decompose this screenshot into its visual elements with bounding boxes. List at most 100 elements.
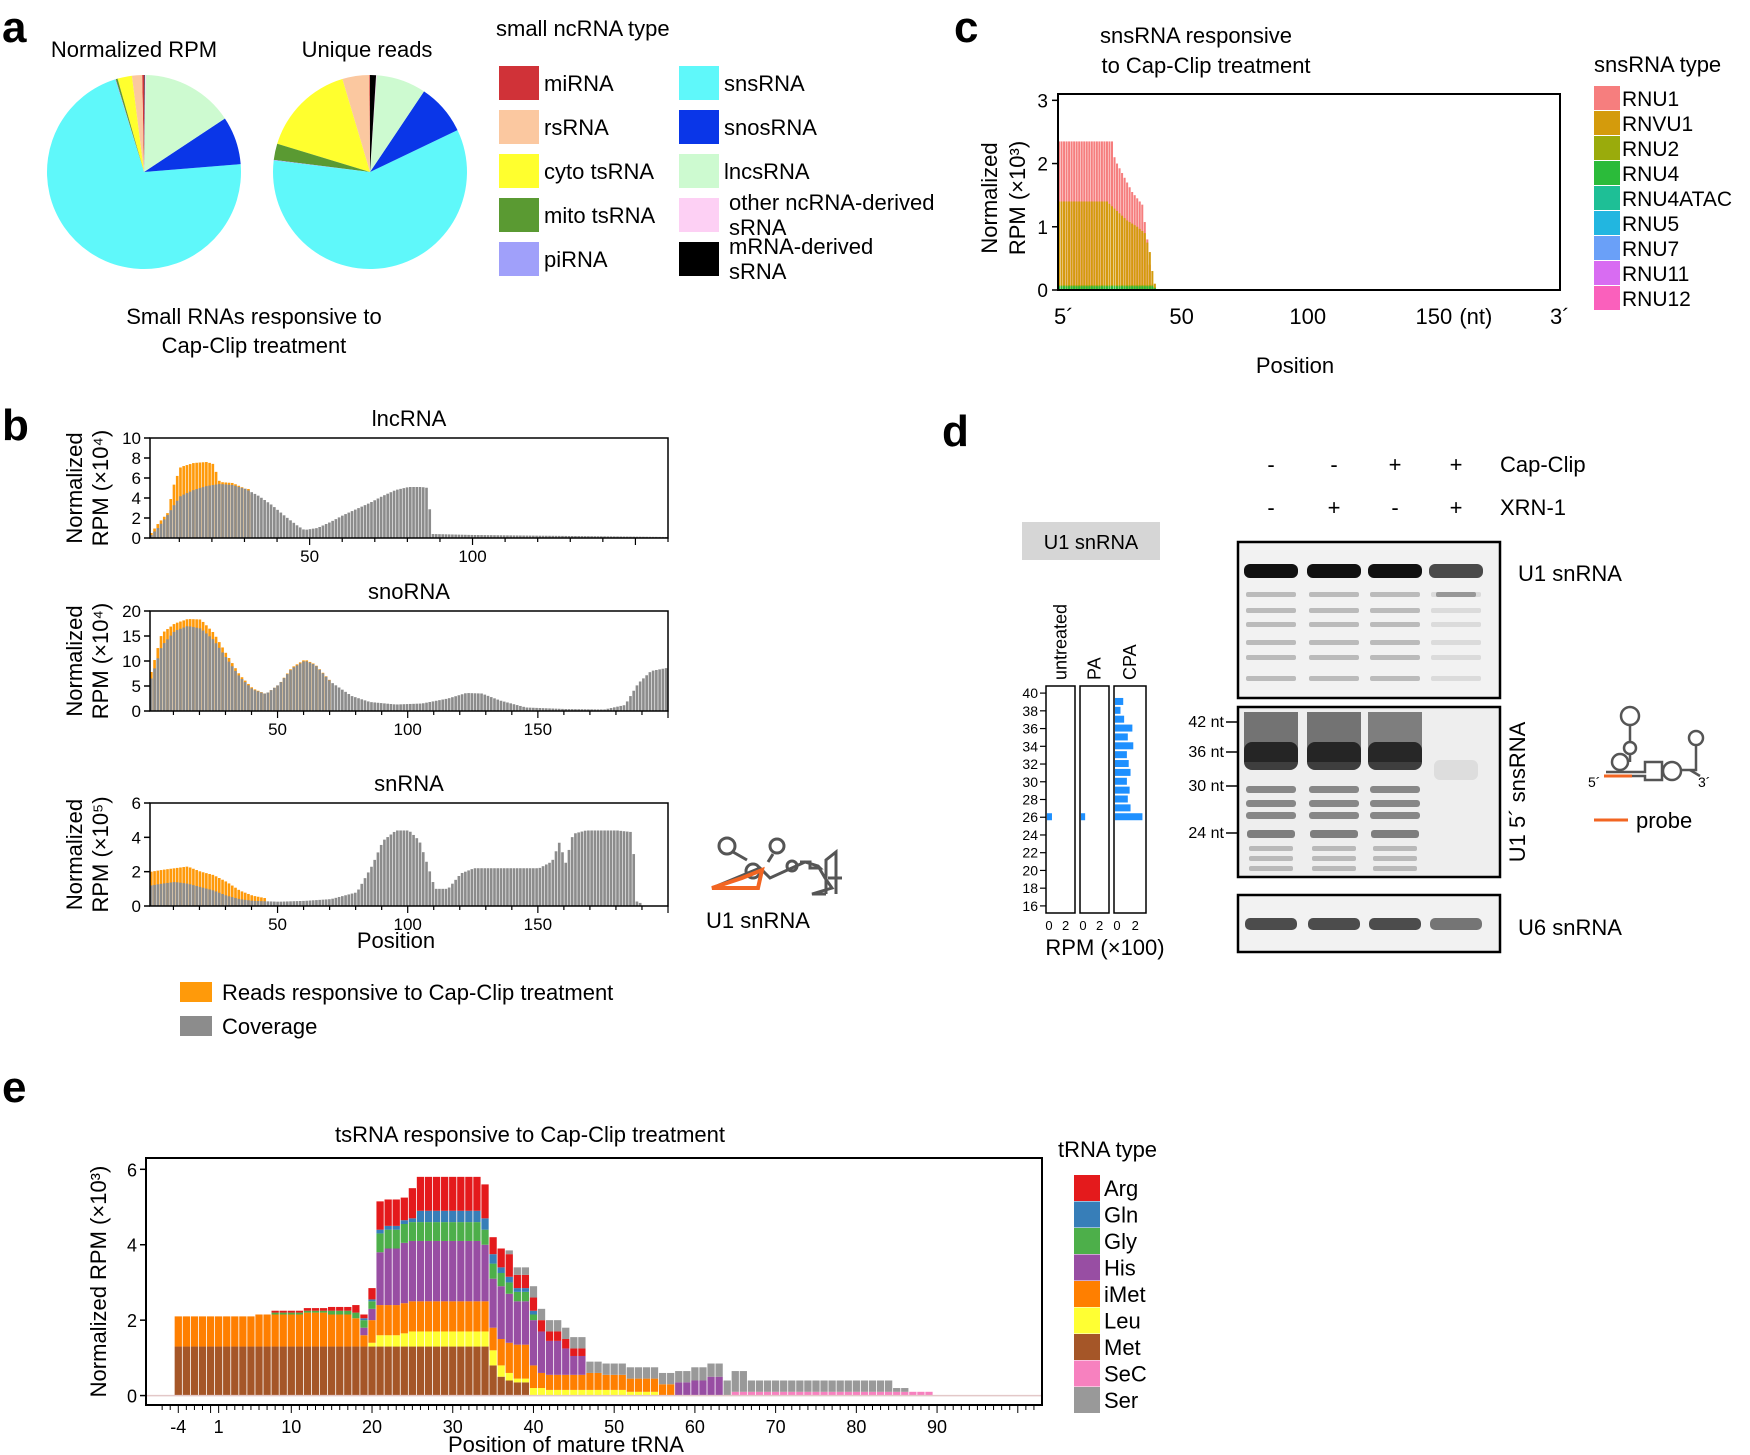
gel-band	[1370, 800, 1420, 807]
coverage-bar	[425, 702, 428, 711]
coverage-bar	[366, 872, 370, 906]
stack-bar-sec	[868, 1391, 877, 1396]
legend-label-rnu5: RNU5	[1622, 213, 1679, 236]
coverage-bar	[525, 868, 529, 906]
stack-bar-gln	[521, 1288, 530, 1292]
coverage-bar	[557, 708, 561, 711]
stack-bar-rnvu1	[1103, 201, 1106, 290]
coverage-bar	[289, 520, 292, 538]
coverage-bar	[285, 901, 289, 906]
stack-bar-met	[368, 1346, 376, 1396]
coverage-bar	[169, 635, 173, 711]
coverage-bar	[353, 892, 357, 906]
coverage-bar	[564, 535, 568, 538]
coverage-bar	[583, 536, 587, 538]
coverage-bar	[557, 842, 561, 906]
stack-bar-leu	[545, 1389, 554, 1396]
gel-band	[1309, 800, 1359, 807]
stack-bar-rnu4	[1065, 286, 1068, 290]
stack-bar-gln	[360, 1318, 368, 1321]
legend-swatch-lncsrna	[679, 154, 719, 188]
gel-smear-band	[1370, 592, 1420, 597]
pie-slice-snosrna	[144, 118, 241, 172]
coverage-bar	[383, 495, 386, 538]
stack-bar-ser	[594, 1361, 602, 1373]
coverage-bar	[298, 663, 302, 711]
x-tick-label: 50	[604, 1417, 624, 1437]
stack-bar-rnvu1	[1068, 201, 1071, 290]
gel-smear-band	[1370, 608, 1420, 613]
coverage-bar	[302, 661, 305, 711]
stack-bar-rnu4	[1108, 286, 1111, 290]
legend-swatch-rnu1	[1594, 86, 1620, 110]
panel-c-legend-title: snsRNA type	[1594, 52, 1721, 77]
coverage-bar	[535, 868, 538, 906]
coverage-bar	[224, 484, 228, 538]
legend-swatch-mirna	[499, 66, 539, 100]
y-tick-label: 24	[1022, 827, 1038, 843]
stack-bar-arg	[554, 1331, 562, 1341]
coverage-bar	[175, 500, 179, 538]
stack-bar-gly	[295, 1312, 304, 1315]
gel-smear-band	[1370, 676, 1420, 681]
probe-legend-label: probe	[1636, 808, 1692, 833]
stack-bar-met	[231, 1346, 239, 1396]
gel-smear-band	[1246, 608, 1296, 613]
coverage-bar	[392, 704, 396, 711]
coverage-bar	[253, 493, 257, 538]
responsive-bar	[224, 881, 228, 906]
coverage-bar	[532, 868, 535, 906]
coverage-bar	[376, 498, 380, 538]
stack-bar-ser	[610, 1363, 618, 1375]
size-marker-24: 24 nt	[1188, 825, 1238, 842]
y-tick-label: 6	[132, 469, 141, 488]
coverage-bar	[237, 675, 241, 711]
coverage-bar	[509, 868, 512, 906]
stack-bar-ser	[788, 1380, 796, 1392]
coverage-bar	[179, 882, 182, 906]
coverage-bar	[467, 693, 470, 711]
pie-slice-snsrna	[46, 79, 242, 269]
coverage-bar	[295, 901, 299, 906]
stack-bar-met	[311, 1346, 320, 1396]
length-bar-cpa	[1115, 697, 1124, 705]
stack-bar-ser	[868, 1380, 877, 1392]
stack-bar-gly	[432, 1222, 441, 1241]
coverage-bar	[162, 643, 166, 711]
x-tick-label: 100	[458, 547, 486, 566]
coverage-bar	[263, 693, 266, 711]
stack-bar-rnu4	[1118, 286, 1121, 290]
coverage-bar	[224, 657, 228, 711]
coverage-bar	[386, 837, 389, 906]
gel-smear-band	[1246, 622, 1296, 627]
stack-bar-imet	[570, 1374, 578, 1390]
stack-bar-met	[432, 1346, 441, 1396]
stack-bar-rnu4	[1093, 286, 1096, 290]
coverage-bar	[638, 681, 642, 711]
capclip-row-label: Cap-Clip	[1500, 452, 1586, 477]
coverage-bar	[496, 535, 500, 538]
stack-bar-rnu4	[1146, 286, 1149, 290]
stack-bar-leu	[368, 1342, 376, 1347]
stack-bar-gln	[481, 1218, 489, 1230]
stack-bar-gln	[513, 1288, 521, 1292]
coverage-bar	[217, 484, 221, 538]
stack-bar-gln	[441, 1210, 449, 1223]
coverage-bar	[253, 690, 257, 711]
coverage-bar	[217, 647, 221, 711]
stack-bar-imet	[408, 1301, 417, 1332]
stack-bar-imet	[602, 1374, 610, 1390]
stack-bar-ser	[570, 1337, 578, 1349]
length-bar-cpa	[1115, 751, 1127, 759]
coverage-bar	[603, 830, 606, 906]
stack-bar-met	[465, 1346, 473, 1396]
stack-bar-arg	[287, 1310, 295, 1313]
legend-label-rnu4atac: RNU4ATAC	[1622, 188, 1732, 211]
coverage-bar	[256, 495, 260, 538]
coverage-bar	[493, 698, 496, 711]
stack-bar-met	[198, 1346, 207, 1396]
stack-bar-rnu4	[1136, 286, 1139, 290]
stack-bar-rnvu1	[1060, 201, 1063, 290]
stack-bar-rnvu1	[1063, 201, 1066, 290]
stack-bar-arg	[392, 1199, 400, 1226]
